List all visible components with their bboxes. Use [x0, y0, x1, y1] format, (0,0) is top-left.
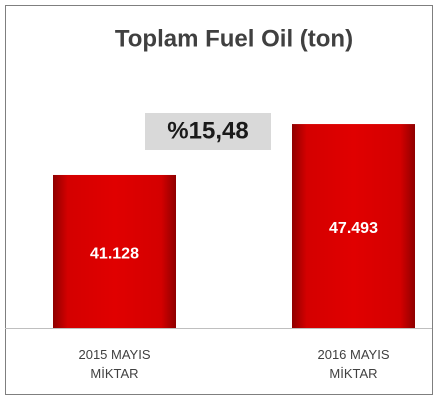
annotation: %15,48 [167, 117, 248, 144]
value-label: 47.493 [329, 220, 378, 237]
annotation-box [145, 113, 271, 150]
bar [53, 174, 176, 328]
chart-title: Toplam Fuel Oil (ton) [115, 25, 353, 52]
x-tick-label: 2015 MAYIS MİKTAR [78, 347, 151, 381]
value-label: 41.128 [90, 246, 139, 263]
bar [292, 124, 415, 328]
x-tick-label: 2016 MAYIS MİKTAR [317, 347, 390, 381]
